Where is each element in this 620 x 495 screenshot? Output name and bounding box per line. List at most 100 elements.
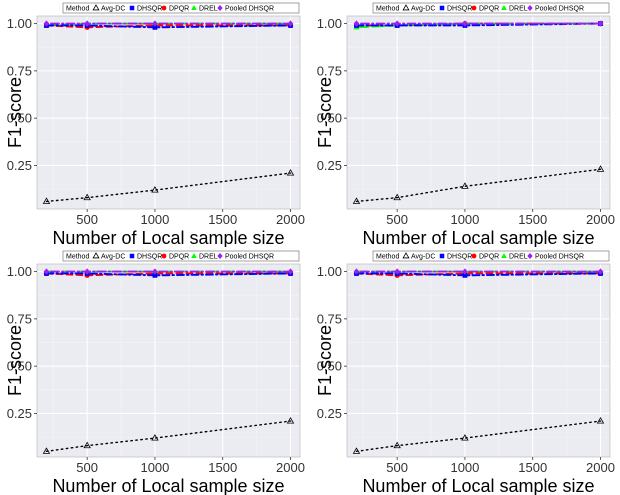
legend-marker-dhsqr — [129, 253, 135, 259]
y-axis-title: F1-score — [5, 325, 25, 396]
legend-label-dhsqr: DHSQR — [137, 6, 162, 13]
legend-box — [372, 250, 610, 262]
data-point-pooled-dhsqr — [353, 20, 360, 27]
legend-marker-dpqr — [471, 253, 477, 259]
data-point-avg-dc — [42, 197, 51, 204]
x-tick-label: 1500 — [518, 460, 547, 475]
legend-label-dhsqr: DHSQR — [447, 254, 472, 261]
legend-label-pooled-dhsqr: Pooled DHSQR — [535, 254, 584, 261]
plot-background — [347, 264, 610, 457]
y-tick-label: 0.50 — [7, 359, 32, 374]
data-point-dhsqr — [462, 272, 468, 278]
legend-marker-dpqr — [471, 5, 477, 11]
legend-marker-avg-dc — [92, 4, 100, 11]
legend-label-dhsqr: DHSQR — [137, 254, 162, 261]
y-tick-label: 0.75 — [7, 63, 32, 78]
plot-background — [347, 16, 610, 209]
x-tick-label: 1000 — [140, 212, 169, 227]
series-line-avg-dc — [355, 420, 602, 453]
chart-svg: Method Avg-DC DHSQR DPQR DREL Pooled DHSQR 0.2… — [315, 250, 615, 495]
legend-label-dhsqr: DHSQR — [447, 6, 472, 13]
x-axis-title: Number of Local sample size — [52, 228, 284, 247]
data-point-dhsqr — [152, 272, 158, 278]
legend: Method Avg-DC DHSQR DPQR DREL Pooled DHSQR — [372, 250, 610, 262]
x-axis-title: Number of Local sample size — [52, 476, 284, 495]
legend-label-pooled-dhsqr: Pooled DHSQR — [225, 254, 274, 261]
chart-panel-4: Method Avg-DC DHSQR DPQR DREL Pooled DHSQR 0.2… — [310, 248, 620, 495]
legend-label-dpqr: DPQR — [169, 6, 189, 13]
x-tick-label: 1500 — [518, 212, 547, 227]
data-point-pooled-dhsqr — [597, 268, 604, 275]
data-point-pooled-dhsqr — [597, 20, 604, 27]
legend-label-dpqr: DPQR — [479, 6, 499, 13]
y-tick-label: 0.25 — [317, 406, 342, 421]
legend: Method Avg-DC DHSQR DPQR DREL Pooled DHSQR — [62, 2, 300, 14]
legend-box — [372, 2, 610, 14]
legend-label-avg-dc: Avg-DC — [101, 6, 125, 13]
legend-marker-drel — [501, 5, 507, 10]
plot-border — [346, 15, 611, 210]
legend-title: Method — [376, 6, 399, 13]
gridlines — [37, 16, 300, 209]
legend-title: Method — [376, 254, 399, 261]
x-tick-label: 1500 — [208, 212, 237, 227]
legend-marker-dhsqr — [439, 253, 445, 259]
legend-marker-dpqr — [161, 253, 167, 259]
legend-marker-avg-dc — [92, 252, 100, 259]
x-tick-label: 2000 — [586, 212, 615, 227]
legend-label-drel: DREL — [509, 254, 528, 261]
plot-border — [36, 15, 301, 210]
data-point-pooled-dhsqr — [152, 20, 158, 27]
series-line-avg-dc — [45, 420, 292, 453]
legend: Method Avg-DC DHSQR DPQR DREL Pooled DHSQR — [372, 2, 610, 14]
data-point-pooled-dhsqr — [353, 268, 360, 275]
data-point-avg-dc — [286, 417, 295, 424]
data-point-avg-dc — [393, 441, 401, 449]
data-point-avg-dc — [352, 197, 361, 204]
data-point-dhsqr — [152, 24, 158, 30]
x-tick-label: 2000 — [276, 212, 305, 227]
y-tick-label: 0.75 — [7, 311, 32, 326]
x-tick-label: 2000 — [276, 460, 305, 475]
data-point-pooled-dhsqr — [43, 20, 50, 27]
y-tick-label: 1.00 — [7, 16, 32, 31]
x-tick-label: 1000 — [140, 460, 169, 475]
series-line-dhsqr — [45, 272, 292, 277]
data-point-avg-dc — [151, 186, 159, 193]
data-point-avg-dc — [461, 182, 469, 189]
data-point-pooled-dhsqr — [84, 20, 91, 27]
y-axis-title: F1-score — [315, 325, 335, 396]
chart-panel-3: Method Avg-DC DHSQR DPQR DREL Pooled DHSQR 0.2… — [0, 248, 310, 495]
legend-title: Method — [66, 6, 89, 13]
x-tick-label: 1000 — [450, 212, 479, 227]
x-tick-label: 1500 — [208, 460, 237, 475]
data-point-avg-dc — [596, 165, 605, 172]
series-line-avg-dc — [45, 172, 292, 203]
legend-box — [62, 250, 300, 262]
legend-label-pooled-dhsqr: Pooled DHSQR — [225, 6, 274, 13]
chart-svg: Method Avg-DC DHSQR DPQR DREL Pooled DHSQR 0.2… — [315, 2, 615, 247]
legend-marker-drel — [191, 5, 197, 10]
y-axis-title: F1-score — [5, 77, 25, 148]
plot-border — [346, 263, 611, 458]
legend-marker-dhsqr — [439, 5, 445, 11]
y-tick-label: 1.00 — [317, 16, 342, 31]
y-tick-label: 1.00 — [317, 264, 342, 279]
legend: Method Avg-DC DHSQR DPQR DREL Pooled DHSQR — [62, 250, 300, 262]
legend-marker-pooled-dhsqr — [217, 253, 223, 259]
data-point-pooled-dhsqr — [462, 20, 468, 27]
legend-marker-avg-dc — [402, 252, 410, 259]
data-point-pooled-dhsqr — [287, 268, 294, 275]
legend-marker-pooled-dhsqr — [527, 253, 533, 259]
legend-marker-dhsqr — [129, 5, 135, 11]
legend-title: Method — [66, 254, 89, 261]
legend-marker-pooled-dhsqr — [217, 5, 223, 11]
data-point-pooled-dhsqr — [394, 268, 401, 275]
y-tick-label: 0.25 — [7, 158, 32, 173]
series-line-avg-dc — [355, 168, 602, 203]
x-tick-label: 2000 — [586, 460, 615, 475]
x-tick-label: 500 — [76, 460, 98, 475]
data-point-avg-dc — [461, 434, 469, 441]
legend-label-avg-dc: Avg-DC — [411, 254, 435, 261]
series-line-dhsqr — [355, 272, 602, 277]
